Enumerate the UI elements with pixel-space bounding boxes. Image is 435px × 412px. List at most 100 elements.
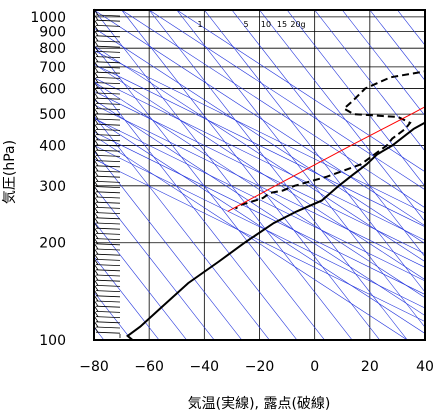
plot-area bbox=[93, 8, 426, 341]
wind-barb bbox=[95, 274, 121, 277]
x-tick-label: −80 bbox=[79, 359, 109, 375]
wind-barb bbox=[95, 56, 121, 58]
wind-barb bbox=[95, 331, 121, 334]
wind-barb bbox=[95, 227, 121, 230]
mixing-ratio-label: 1 bbox=[197, 20, 202, 29]
isotherm-line bbox=[94, 80, 298, 340]
isotherm-line bbox=[286, 10, 425, 187]
wind-barb bbox=[95, 248, 121, 251]
wind-barb bbox=[95, 82, 121, 84]
adiabat-line bbox=[176, 10, 425, 173]
y-tick-label: 700 bbox=[39, 60, 66, 76]
wind-barb bbox=[95, 212, 121, 214]
isotherm-line bbox=[231, 10, 425, 258]
x-axis-title: 気温(実線), 露点(破線) bbox=[188, 396, 331, 412]
x-tick-label: −60 bbox=[134, 359, 164, 375]
isotherm-line bbox=[342, 10, 425, 117]
mixing-ratio-label: 10 bbox=[261, 20, 271, 29]
isotherm-line bbox=[94, 221, 187, 340]
isotherm-line bbox=[94, 150, 243, 340]
wind-barb bbox=[95, 118, 121, 121]
wind-barb bbox=[95, 181, 121, 183]
y-tick-label: 400 bbox=[39, 138, 66, 154]
adiabat-line bbox=[121, 10, 425, 209]
moist-adiabat-line bbox=[94, 90, 425, 255]
wind-barb bbox=[95, 160, 121, 162]
x-tick-label: −20 bbox=[245, 359, 275, 375]
mixing-ratio-label: 20g bbox=[290, 20, 305, 29]
wind-barb bbox=[95, 123, 121, 126]
wind-barb bbox=[95, 170, 121, 173]
mixing-ratio-labels: 1 5 10 15 20g bbox=[197, 20, 305, 29]
x-tick-label: −40 bbox=[190, 359, 220, 375]
adiabat-lines bbox=[94, 10, 425, 340]
wind-barb bbox=[95, 253, 121, 256]
wind-barb bbox=[95, 71, 121, 74]
wind-barb bbox=[95, 113, 121, 116]
wind-barb bbox=[95, 87, 121, 90]
wind-barb bbox=[95, 326, 121, 329]
isotherm-line bbox=[369, 10, 425, 81]
y-tick-label: 1000 bbox=[30, 10, 66, 26]
y-tick-label: 500 bbox=[39, 107, 66, 123]
wind-barb bbox=[95, 51, 121, 53]
wind-barb bbox=[95, 40, 121, 43]
wind-barb bbox=[95, 305, 121, 308]
wind-barb bbox=[95, 311, 121, 313]
wind-barb bbox=[95, 316, 121, 318]
isotherm-line bbox=[314, 10, 425, 152]
wind-barb bbox=[95, 207, 121, 209]
plot-frame bbox=[93, 9, 426, 341]
wind-barb bbox=[95, 264, 121, 266]
x-tick-label: 20 bbox=[361, 359, 379, 375]
wind-barb bbox=[95, 35, 121, 38]
moist-adiabat-line bbox=[94, 118, 425, 282]
x-axis: −80 −60 −40 −20 0 20 40 bbox=[79, 359, 434, 375]
wind-barb bbox=[95, 66, 121, 69]
wind-barb bbox=[95, 77, 121, 79]
wind-barb bbox=[95, 155, 121, 157]
temperature-line bbox=[125, 121, 425, 340]
wind-barb bbox=[95, 233, 121, 235]
wind-barb bbox=[95, 196, 121, 199]
isotherm-line bbox=[121, 10, 380, 340]
dewpoint-line bbox=[234, 70, 425, 210]
wind-barbs bbox=[93, 8, 121, 338]
wind-barb bbox=[95, 25, 121, 27]
wind-barb bbox=[95, 217, 121, 220]
wind-barb bbox=[95, 165, 121, 168]
wind-barb bbox=[95, 238, 121, 240]
y-tick-label: 300 bbox=[39, 179, 66, 195]
moist-adiabat-line bbox=[94, 158, 425, 322]
wind-barb bbox=[95, 201, 121, 204]
wind-barb bbox=[95, 108, 121, 110]
y-tick-label: 800 bbox=[39, 41, 66, 57]
moist-adiabat-line bbox=[94, 145, 425, 309]
wind-barb bbox=[95, 269, 121, 272]
wind-barb bbox=[95, 295, 121, 298]
wind-barb bbox=[95, 134, 121, 136]
isotherm-line bbox=[94, 44, 325, 340]
mixing-ratio-label: 5 bbox=[243, 20, 248, 29]
wind-barb bbox=[95, 103, 121, 105]
isotherm-line bbox=[259, 10, 425, 223]
sounding-series bbox=[125, 70, 425, 340]
moist-adiabat-line bbox=[94, 104, 425, 268]
y-axis-title: 気圧(hPa) bbox=[2, 140, 18, 204]
wind-barb bbox=[95, 321, 121, 324]
wind-barb bbox=[95, 279, 121, 282]
wind-barb bbox=[95, 92, 121, 95]
wind-barb bbox=[95, 61, 121, 64]
isotherm-line bbox=[94, 185, 215, 340]
y-tick-label: 600 bbox=[39, 82, 66, 98]
isotherm-line bbox=[148, 10, 408, 340]
x-tick-label: 0 bbox=[310, 359, 319, 375]
wind-barb bbox=[95, 30, 121, 32]
isotherm-line bbox=[204, 10, 425, 293]
wind-barb bbox=[95, 186, 121, 188]
wind-barb bbox=[95, 149, 121, 152]
y-tick-label: 200 bbox=[39, 236, 66, 252]
wind-barb bbox=[95, 97, 121, 100]
isotherm-line bbox=[94, 256, 160, 340]
x-tick-label: 40 bbox=[416, 359, 434, 375]
